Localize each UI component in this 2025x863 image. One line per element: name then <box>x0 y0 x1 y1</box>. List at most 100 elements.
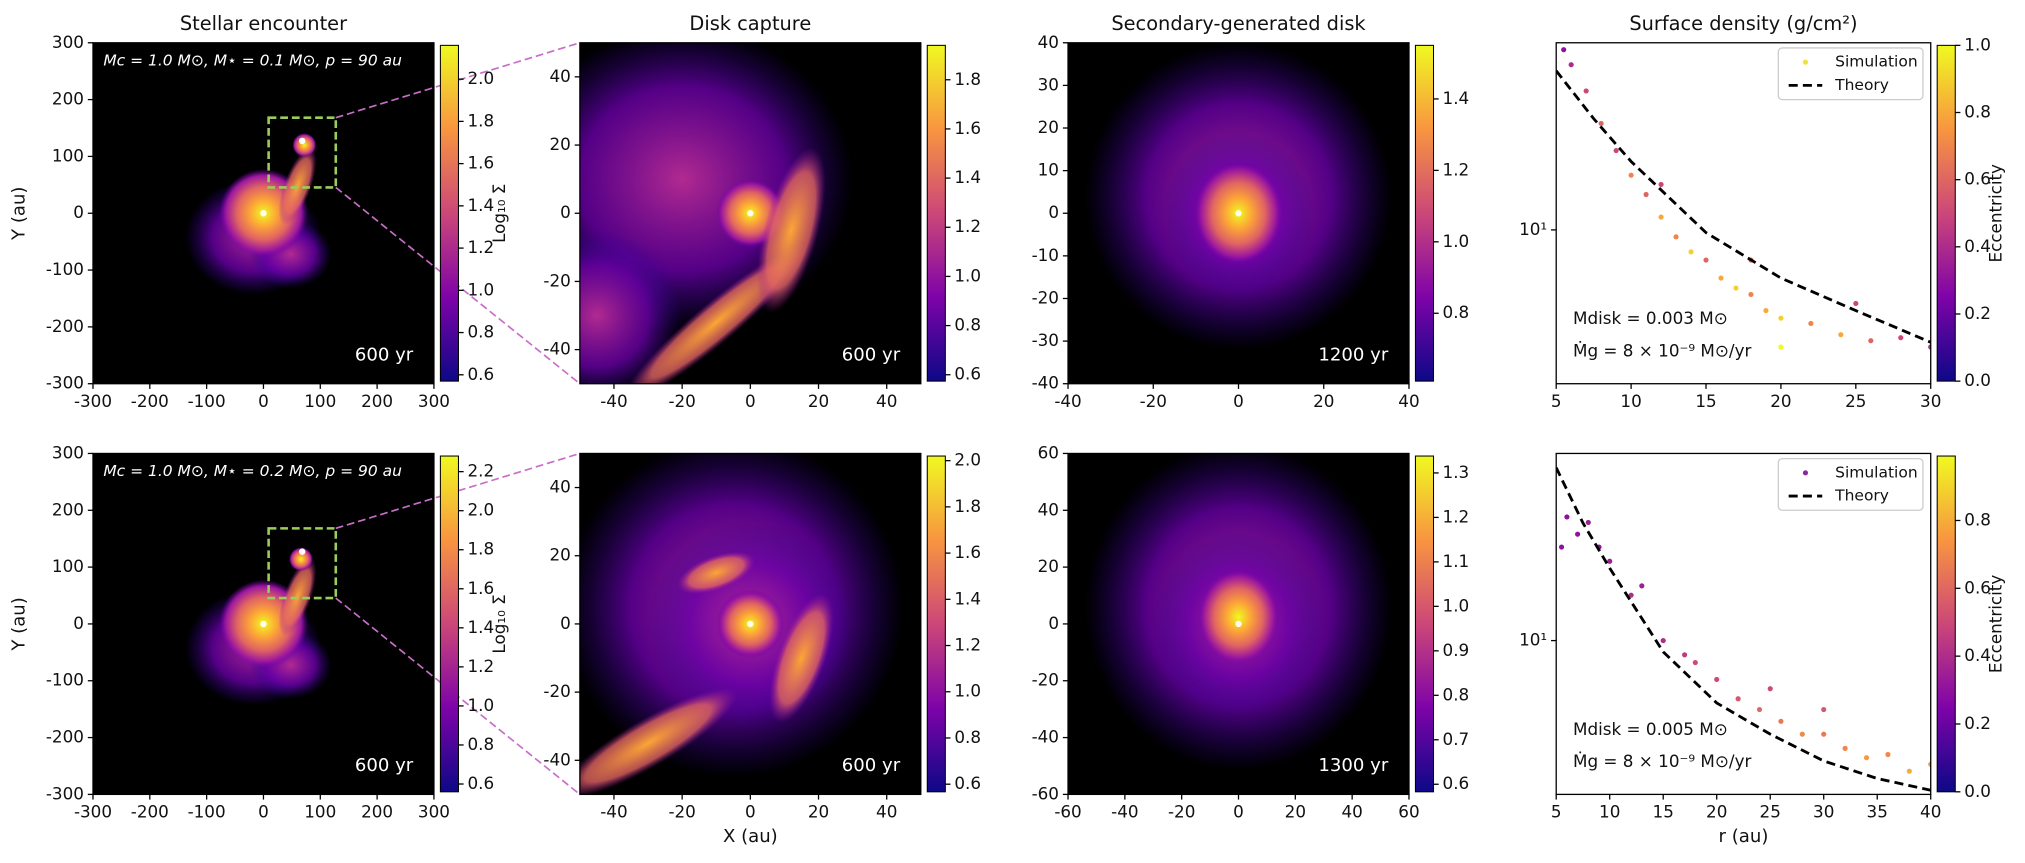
y-tick-label: 100 <box>52 145 84 165</box>
time-label: 1200 yr <box>1318 344 1388 365</box>
simulation-point <box>1863 755 1870 761</box>
plot-area <box>92 42 434 384</box>
x-tick-label: 200 <box>361 801 393 821</box>
secondary-star <box>298 548 306 555</box>
y-axis-label: Y (au) <box>8 597 29 651</box>
x-tick-label: 20 <box>1706 801 1727 821</box>
x-tick-label: -200 <box>131 801 169 821</box>
time-label: 600 yr <box>842 344 901 365</box>
density-feature <box>756 147 826 313</box>
x-tick-label: -300 <box>74 391 112 411</box>
y-tick-label: 40 <box>549 477 570 497</box>
simulation-point <box>1763 308 1769 314</box>
x-tick-label: 5 <box>1551 801 1562 821</box>
y-tick-label: -20 <box>543 270 570 290</box>
y-tick-label: 300 <box>52 32 84 52</box>
x-tick-label: -20 <box>668 391 695 411</box>
colorbar-tick-label: 0.6 <box>468 773 495 793</box>
y-tick-label: -40 <box>543 339 570 359</box>
colorbar <box>1414 44 1435 382</box>
x-tick-label: 40 <box>1920 801 1941 821</box>
simulation-point <box>1778 344 1784 350</box>
simulation-point <box>1714 676 1720 683</box>
x-tick-label: -200 <box>131 391 169 411</box>
y-tick-label: 0 <box>73 613 84 633</box>
annotation: Mdisk = 0.003 M⊙ <box>1573 308 1728 328</box>
colorbar <box>1936 44 1956 382</box>
x-tick-label: 20 <box>808 801 829 821</box>
colorbar-label: Log₁₀ Σ <box>489 184 509 243</box>
colorbar-tick-label: 1.0 <box>954 681 981 701</box>
colorbar <box>439 455 459 793</box>
colorbar-tick-label: 1.8 <box>468 539 495 559</box>
x-tick-label: 40 <box>876 801 897 821</box>
simulation-point <box>1748 291 1754 298</box>
colorbar-tick-label: 0.8 <box>954 315 981 335</box>
simulation-point <box>1682 652 1688 658</box>
y-tick-label: 10¹ <box>1519 630 1547 650</box>
x-axis-label: X (au) <box>723 826 778 847</box>
colorbar-tick-label: 1.4 <box>468 195 495 215</box>
colorbar <box>439 44 459 382</box>
x-tick-label: 30 <box>1813 801 1834 821</box>
colorbar-tick-label: 0.8 <box>1443 302 1470 322</box>
x-tick-label: -100 <box>188 801 226 821</box>
colorbar-tick-label: 0.2 <box>1964 303 1991 323</box>
x-tick-label: 40 <box>1398 391 1419 411</box>
simulation-point <box>1821 731 1827 737</box>
x-tick-label: 25 <box>1760 801 1781 821</box>
x-tick-label: 0 <box>745 801 756 821</box>
x-tick-label: -40 <box>600 391 627 411</box>
colorbar-tick-label: 1.4 <box>1443 88 1470 108</box>
colorbar-tick-label: 1.2 <box>1443 159 1470 179</box>
colorbar-tick-label: 1.3 <box>1443 462 1470 482</box>
y-tick-label: -200 <box>46 316 84 336</box>
colorbar-tick-label: 0.6 <box>468 364 495 384</box>
colorbar-tick-label: 1.4 <box>468 617 495 637</box>
annotation: Mdisk = 0.005 M⊙ <box>1573 719 1728 739</box>
simulation-point <box>1853 300 1859 307</box>
legend-box <box>1777 457 1924 511</box>
star <box>260 210 267 217</box>
colorbar-tick-label: 1.0 <box>468 279 495 299</box>
zoom-box <box>267 527 338 600</box>
simulation-point <box>1673 234 1679 240</box>
simulation-point <box>1561 47 1567 53</box>
colorbar-tick-label: 1.2 <box>954 635 981 655</box>
y-tick-label: -30 <box>1032 330 1059 350</box>
simulation-point <box>1568 62 1574 68</box>
colorbar-tick-label: 1.0 <box>1964 34 1991 54</box>
colorbar-tick-label: 1.4 <box>954 167 981 187</box>
colorbar-tick-label: 1.2 <box>468 237 495 257</box>
colorbar-tick-label: 2.2 <box>468 461 495 481</box>
x-tick-label: 0 <box>1233 801 1244 821</box>
density-feature <box>1197 569 1280 665</box>
colorbar-tick-label: 2.0 <box>468 68 495 88</box>
x-axis-label: r (au) <box>1719 826 1769 847</box>
y-tick-label: -60 <box>1032 783 1059 803</box>
y-tick-label: 100 <box>52 556 84 576</box>
plot-area <box>1068 453 1409 795</box>
x-tick-label: 100 <box>304 801 336 821</box>
zoom-box <box>267 116 338 189</box>
legend-label: Theory <box>1834 76 1889 94</box>
simulation-point <box>1838 332 1844 338</box>
x-tick-label: -60 <box>1054 801 1081 821</box>
y-tick-label: -20 <box>543 681 570 701</box>
y-tick-label: 40 <box>1038 499 1059 519</box>
simulation-point <box>1598 120 1604 127</box>
y-tick-label: -300 <box>46 373 84 393</box>
x-tick-label: 20 <box>1285 801 1306 821</box>
star <box>260 620 267 628</box>
simulation-point <box>1799 731 1805 737</box>
simulation-point <box>1842 745 1848 751</box>
simulation-point <box>1703 257 1709 263</box>
x-tick-label: 15 <box>1653 801 1674 821</box>
colorbar-tick-label: 0.0 <box>1964 781 1991 801</box>
y-tick-label: 60 <box>1038 442 1059 462</box>
time-label: 600 yr <box>842 755 901 776</box>
colorbar-tick-label: 1.6 <box>468 153 495 173</box>
colorbar-tick-label: 0.8 <box>468 734 495 754</box>
density-feature <box>579 230 683 384</box>
